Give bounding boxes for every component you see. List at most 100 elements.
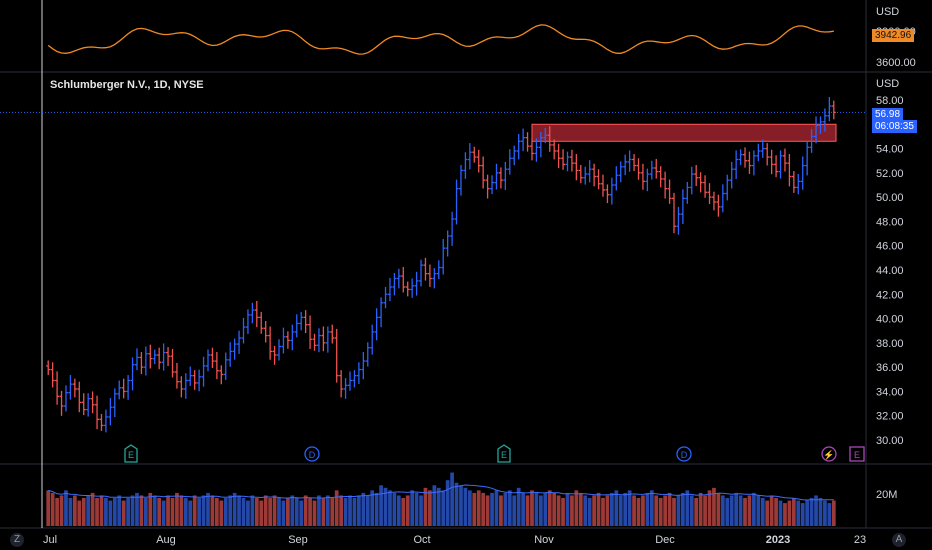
- volume-bar: [698, 492, 703, 526]
- price-bar: [277, 339, 282, 361]
- price-bar: [410, 278, 415, 298]
- volume-bar: [139, 495, 144, 526]
- price-bar: [263, 321, 268, 343]
- auto-scale-button[interactable]: A: [892, 533, 906, 547]
- price-bar: [587, 160, 592, 183]
- price-bar: [299, 311, 304, 331]
- event-badge-glyph: E: [854, 450, 860, 460]
- price-bar: [139, 351, 144, 375]
- volume-bar: [809, 498, 814, 526]
- volume-bar: [827, 503, 832, 526]
- event-marker-dividend: D: [304, 446, 320, 462]
- price-bar: [707, 183, 712, 205]
- pane-separators: [0, 0, 932, 529]
- volume-bar: [645, 492, 650, 526]
- price-bar: [414, 271, 419, 296]
- price-bar: [503, 161, 508, 190]
- price-bar: [237, 330, 242, 354]
- volume-bar: [334, 490, 339, 526]
- price-bar: [334, 328, 339, 383]
- price-bar: [654, 158, 659, 179]
- price-bar: [272, 345, 277, 365]
- price-bar: [348, 371, 353, 391]
- volume-bar: [583, 495, 588, 526]
- price-bar: [183, 373, 188, 399]
- price-bar: [640, 163, 645, 190]
- price-bar: [543, 127, 548, 144]
- volume-bar: [219, 500, 224, 526]
- price-bar: [86, 393, 91, 417]
- price-bar: [396, 268, 401, 289]
- volume-bar: [99, 495, 104, 526]
- volume-bar: [330, 498, 335, 526]
- volume-bar: [454, 482, 459, 526]
- price-bar: [703, 175, 708, 198]
- price-bar: [121, 378, 126, 399]
- price-bar: [552, 139, 557, 160]
- price-tick-label: 32.00: [876, 411, 904, 423]
- price-bar: [130, 357, 135, 391]
- volume-bar: [649, 490, 654, 526]
- volume-bar: [605, 495, 610, 526]
- price-bar: [574, 154, 579, 181]
- volume-bar: [90, 492, 95, 526]
- zoom-button[interactable]: Z: [10, 533, 24, 547]
- price-bar: [370, 324, 375, 355]
- price-bar: [436, 260, 441, 280]
- time-axis[interactable]: Jul Aug Sep Oct Nov Dec 2023 23 E D E D ⚡ E: [43, 444, 866, 546]
- volume-bar: [818, 498, 823, 526]
- volume-bar: [769, 495, 774, 526]
- price-bar: [179, 376, 184, 398]
- volume-bar: [170, 498, 175, 526]
- symbol-title[interactable]: Schlumberger N.V., 1D, NYSE: [50, 79, 204, 91]
- price-bar: [711, 191, 716, 211]
- volume-bar: [290, 495, 295, 526]
- volume-bar: [485, 495, 490, 526]
- price-bar: [72, 378, 77, 398]
- price-axis[interactable]: 58.0056.0054.0052.0050.0048.0046.0044.00…: [876, 26, 916, 501]
- volume-bar: [268, 498, 272, 526]
- volume-bar: [254, 498, 259, 526]
- volume-bar: [241, 498, 246, 526]
- price-bar: [245, 309, 250, 334]
- price-bar: [592, 163, 597, 187]
- volume-bar: [232, 492, 237, 526]
- volume-bar: [388, 490, 392, 526]
- price-bar: [383, 287, 388, 309]
- volume-bar: [401, 498, 406, 526]
- price-bar: [99, 413, 104, 431]
- volume-bar: [228, 495, 233, 526]
- price-bar: [623, 154, 628, 176]
- volume-bar: [210, 495, 215, 526]
- volume-bar: [68, 498, 73, 526]
- volume-bar: [663, 495, 667, 526]
- price-bar: [205, 349, 210, 372]
- price-tick-label: 38.00: [876, 338, 904, 350]
- event-badge-glyph: E: [501, 450, 507, 460]
- price-tick-label: 54.00: [876, 144, 904, 156]
- volume-bar: [738, 495, 743, 526]
- price-tick-label: 46.00: [876, 241, 904, 253]
- price-bar: [556, 143, 561, 169]
- volume-bar: [357, 495, 361, 526]
- event-marker-dividend: D: [676, 446, 692, 462]
- volume-bar: [246, 500, 250, 526]
- price-bar: [800, 156, 805, 190]
- time-tick-label: Dec: [655, 534, 675, 546]
- volume-bar: [765, 500, 770, 526]
- volume-bar: [77, 500, 82, 526]
- volume-bar: [321, 498, 326, 526]
- event-marker-earnings: E: [124, 444, 138, 463]
- volume-bar: [712, 487, 716, 526]
- volume-bar: [658, 498, 663, 526]
- price-bar: [481, 156, 486, 189]
- price-bar: [81, 393, 86, 416]
- price-bar: [352, 370, 357, 388]
- volume-bar: [823, 500, 827, 526]
- volume-bar: [760, 498, 765, 526]
- volume-bar: [419, 495, 423, 526]
- volume-bar: [339, 495, 344, 526]
- price-bars: [46, 96, 836, 433]
- volume-bar: [476, 490, 481, 526]
